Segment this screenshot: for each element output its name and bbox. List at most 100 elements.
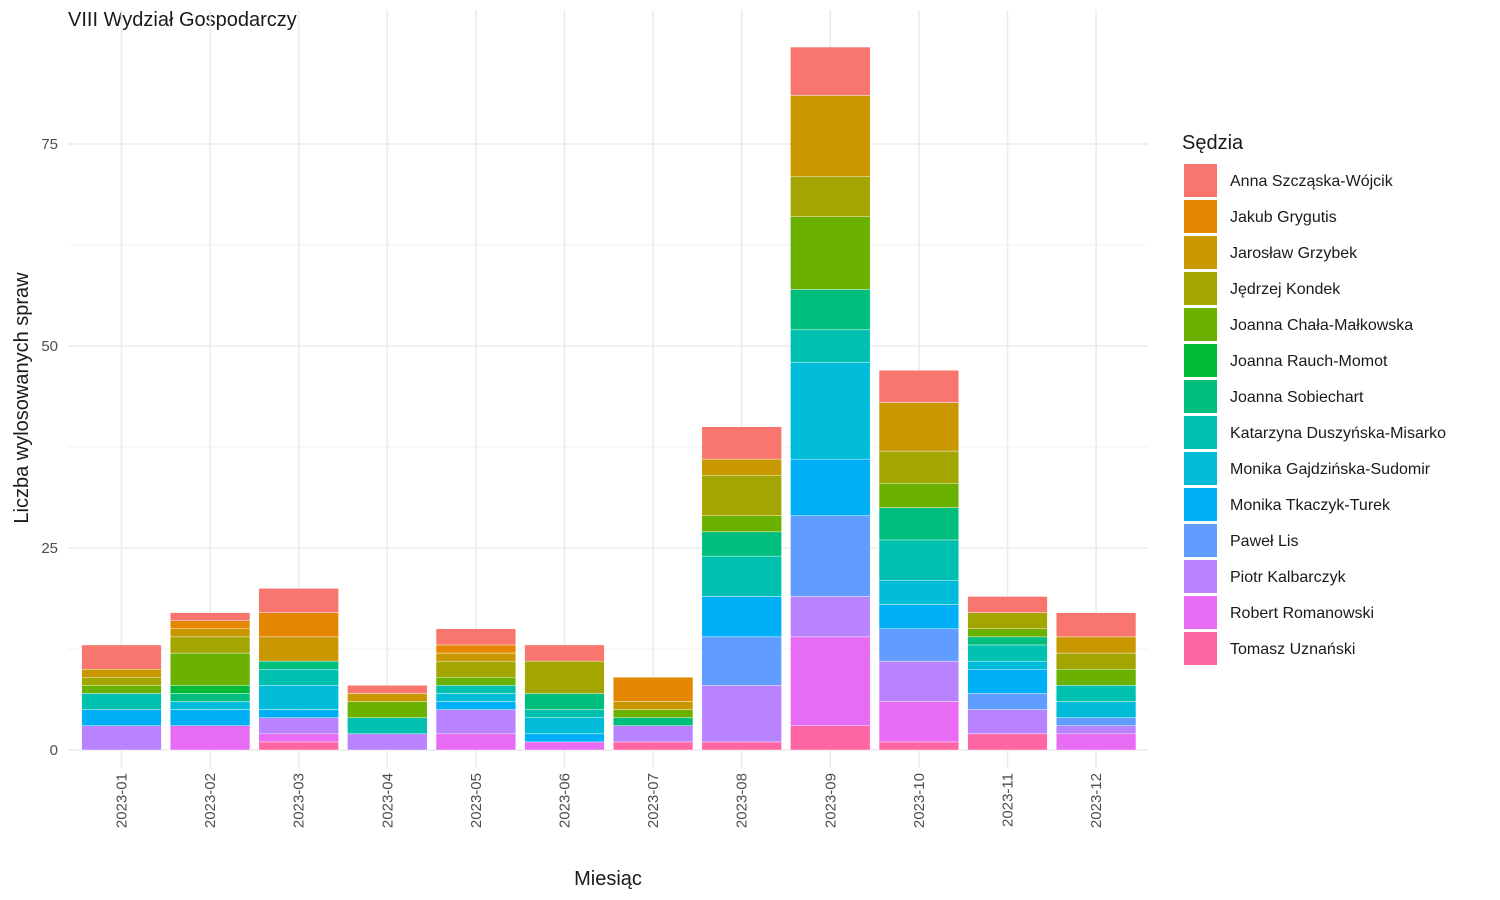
bar-segment <box>524 709 605 718</box>
bar-segment <box>524 644 605 662</box>
x-tick-label: 2023-11 <box>1000 773 1017 827</box>
bar-segment <box>878 701 959 743</box>
bar-segment <box>524 733 605 743</box>
bar-segment <box>435 709 516 735</box>
bar-segment <box>878 628 959 662</box>
bar-segment <box>878 580 959 605</box>
legend-key <box>1184 308 1217 341</box>
bar-segment <box>967 733 1048 751</box>
bar-segment <box>435 733 516 751</box>
legend-key <box>1184 200 1217 233</box>
x-tick-label: 2023-10 <box>911 773 928 828</box>
chart-title: VIII Wydział Gospodarczy <box>68 9 297 31</box>
x-tick-label: 2023-01 <box>114 773 131 828</box>
x-axis-ticks: 2023-01 2023-02 2023-03 2023-04 2023-05 2023-… <box>114 773 1106 828</box>
bar-segment <box>790 458 871 516</box>
legend-key <box>1184 344 1217 377</box>
bar-segment <box>967 669 1048 694</box>
bar-segment <box>170 693 251 702</box>
bar-segment <box>524 741 605 751</box>
bar-segment <box>1056 612 1137 638</box>
bar-segment <box>258 709 339 718</box>
x-tick-label: 2023-06 <box>557 773 574 828</box>
bar-segment <box>435 628 516 646</box>
bar-segment <box>701 685 782 743</box>
bar-segment <box>81 644 162 670</box>
bar-segment <box>81 677 162 686</box>
bar-segment <box>790 636 871 726</box>
bar-segment <box>81 685 162 694</box>
bar-segment <box>701 555 782 597</box>
legend-label: Monika Tkaczyk-Turek <box>1230 497 1391 514</box>
y-tick-label: 0 <box>50 742 58 759</box>
legend-key <box>1184 164 1217 197</box>
bar-segment <box>347 733 428 751</box>
x-tick-label: 2023-02 <box>202 773 219 828</box>
bar-segment <box>701 596 782 638</box>
bar-segment <box>1056 636 1137 654</box>
bar-segment <box>524 717 605 735</box>
bar-segment <box>967 709 1048 735</box>
legend-key <box>1184 272 1217 305</box>
bar-segment <box>790 361 871 460</box>
bar-segment <box>701 515 782 533</box>
legend-label: Paweł Lis <box>1230 533 1298 550</box>
bar-segment <box>790 515 871 597</box>
bar-segment <box>613 717 694 726</box>
bar-segment <box>1056 652 1137 670</box>
bar-segment <box>258 741 339 751</box>
bar-segment <box>435 652 516 662</box>
bar-segment <box>790 216 871 290</box>
bar-segment <box>170 725 251 751</box>
legend-title: Sędzia <box>1182 132 1244 154</box>
bar-segment <box>347 717 428 735</box>
bar-segment <box>258 733 339 743</box>
bar-segment <box>878 604 959 629</box>
bar-segment <box>170 685 251 694</box>
bar-segment <box>81 669 162 678</box>
gridlines <box>68 10 1148 768</box>
bar-segment <box>258 717 339 735</box>
legend-key <box>1184 596 1217 629</box>
bar-segment <box>258 588 339 613</box>
bar-segment <box>435 701 516 710</box>
y-tick-label: 75 <box>41 136 58 153</box>
bar-segment <box>878 507 959 541</box>
bar-segment <box>81 693 162 710</box>
bar-segment <box>524 693 605 710</box>
legend-key <box>1184 380 1217 413</box>
legend-label: Jędrzej Kondek <box>1230 281 1341 298</box>
bar-segment <box>258 660 339 670</box>
legend-label: Tomasz Uznański <box>1230 641 1355 658</box>
bar-segment <box>878 370 959 403</box>
bar-segment <box>170 620 251 629</box>
bar-segment <box>81 709 162 726</box>
legend-label: Piotr Kalbarczyk <box>1230 569 1347 586</box>
legend-key <box>1184 560 1217 593</box>
x-tick-label: 2023-07 <box>645 773 662 828</box>
bar-segment <box>878 741 959 751</box>
legend-label: Katarzyna Duszyńska-Misarko <box>1230 425 1446 442</box>
legend-label: Joanna Rauch-Momot <box>1230 353 1388 370</box>
bar-segment <box>701 426 782 460</box>
bar-segment <box>613 677 694 702</box>
x-axis-title: Miesiąc <box>574 868 642 890</box>
bar-segment <box>790 329 871 363</box>
bar-segment <box>878 483 959 508</box>
bar-segment <box>524 660 605 694</box>
legend-label: Anna Szcząska-Wójcik <box>1230 173 1394 190</box>
bar-segment <box>878 402 959 452</box>
bar-segment <box>1056 701 1137 718</box>
bar-segment <box>701 475 782 516</box>
x-tick-label: 2023-05 <box>468 773 485 828</box>
legend-label: Robert Romanowski <box>1230 605 1374 622</box>
legend-label: Joanna Sobiechart <box>1230 389 1364 406</box>
bar-segment <box>1056 685 1137 702</box>
legend-label: Joanna Chała-Małkowska <box>1230 317 1413 334</box>
bar-segment <box>878 450 959 484</box>
bar-segment <box>613 741 694 751</box>
bar-segment <box>967 693 1048 710</box>
bar-segment <box>613 709 694 718</box>
bar-segment <box>967 612 1048 630</box>
bar-segment <box>258 669 339 686</box>
